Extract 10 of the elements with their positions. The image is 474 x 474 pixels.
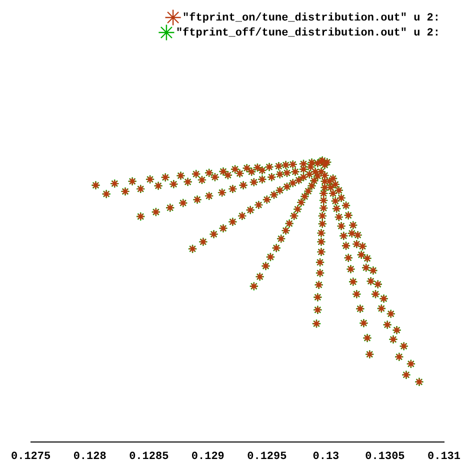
x-tick-label: 0.13 [312, 451, 340, 464]
x-tick-label: 0.129 [191, 451, 224, 464]
legend-label: "ftprint_off/tune_distribution.out" u 2: [176, 26, 440, 40]
x-tick-label: 0.1275 [11, 451, 52, 464]
x-tick-label: 0.1305 [365, 451, 406, 464]
legend-label: "ftprint_on/tune_distribution.out" u 2: [182, 11, 440, 24]
x-tick-label: 0.128 [73, 451, 107, 464]
x-tick-label: 0.131 [427, 451, 461, 464]
x-tick-label: 0.1285 [129, 451, 170, 464]
x-tick-label: 0.1295 [247, 451, 288, 464]
